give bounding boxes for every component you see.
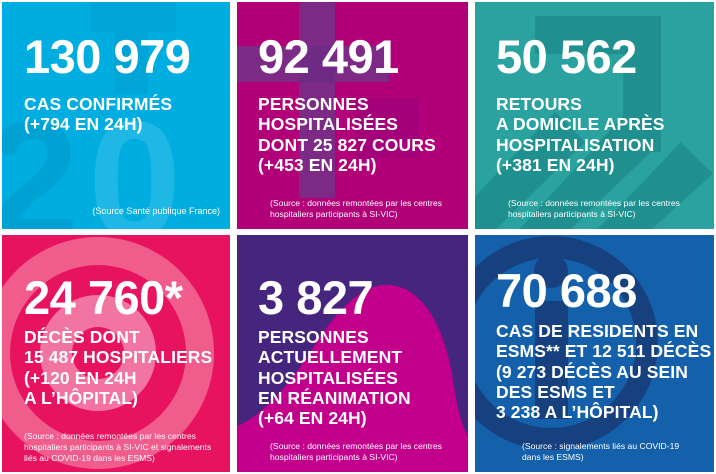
stat-tile-deaths-content: 24 760* DÉCÈS DONT 15 487 HOSPITALIERS (… <box>2 235 230 472</box>
stat-source-cases: (Source Santé publique France) <box>92 206 220 217</box>
stat-label-hospitalised: PERSONNES HOSPITALISÉES DONT 25 827 COUR… <box>258 94 436 175</box>
stat-source-hospitalised: (Source : données remontées par les cent… <box>270 198 442 219</box>
stat-tile-icu-surface: 3 827 PERSONNES ACTUELLEMENT HOSPITALISÉ… <box>237 235 468 472</box>
stat-value-esms: 70 688 <box>496 264 637 317</box>
stat-value-cases: 130 979 <box>24 30 191 83</box>
stat-value-hospitalised: 92 491 <box>258 30 399 83</box>
stat-label-cases: CAS CONFIRMÉS (+794 EN 24H) <box>24 94 173 135</box>
stat-source-esms: (Source : signalements liés au COVID-19 … <box>522 441 680 462</box>
stat-tile-cases-content: 130 979 CAS CONFIRMÉS (+794 EN 24H) (Sou… <box>2 2 230 229</box>
stat-source-returns: (Source : données remontées par les cent… <box>508 198 680 219</box>
stat-label-deaths: DÉCÈS DONT 15 487 HOSPITALIERS (+120 EN … <box>24 327 213 408</box>
stat-tile-cases-surface: 2 0 130 979 CAS CONFIRMÉS (+794 EN 24H) … <box>2 2 230 229</box>
stat-value-returns: 50 562 <box>496 30 637 83</box>
stat-tile-esms-content: 70 688 CAS DE RESIDENTS EN ESMS** ET 12 … <box>475 235 714 472</box>
stat-tile-esms-surface: 70 688 CAS DE RESIDENTS EN ESMS** ET 12 … <box>475 235 714 472</box>
stat-tile-hospitalised-content: 92 491 PERSONNES HOSPITALISÉES DONT 25 8… <box>237 2 468 229</box>
stat-value-deaths: 24 760* <box>24 271 183 324</box>
stat-tile-deaths-surface: 24 760* DÉCÈS DONT 15 487 HOSPITALIERS (… <box>2 235 230 472</box>
stat-tile-returns-surface: 50 562 RETOURS A DOMICILE APRÈS HOSPITAL… <box>475 2 714 229</box>
stat-tile-icu-content: 3 827 PERSONNES ACTUELLEMENT HOSPITALISÉ… <box>237 235 468 472</box>
stat-source-icu: (Source : données remontées par les cent… <box>270 441 442 462</box>
stat-tile-deaths: 24 760* DÉCÈS DONT 15 487 HOSPITALIERS (… <box>0 232 234 474</box>
stat-tile-returns-content: 50 562 RETOURS A DOMICILE APRÈS HOSPITAL… <box>475 2 714 229</box>
stat-value-icu: 3 827 <box>258 271 374 324</box>
stat-label-returns: RETOURS A DOMICILE APRÈS HOSPITALISATION… <box>496 94 665 175</box>
stat-source-deaths: (Source : données remontées par les cent… <box>24 431 212 463</box>
stat-tile-cases: 2 0 130 979 CAS CONFIRMÉS (+794 EN 24H) … <box>0 0 234 232</box>
stat-tile-icu: 3 827 PERSONNES ACTUELLEMENT HOSPITALISÉ… <box>234 232 472 474</box>
stat-label-icu: PERSONNES ACTUELLEMENT HOSPITALISÉES EN … <box>258 327 411 429</box>
stat-label-esms: CAS DE RESIDENTS EN ESMS** ET 12 511 DÉC… <box>496 321 712 423</box>
stat-tile-hospitalised: 92 491 PERSONNES HOSPITALISÉES DONT 25 8… <box>234 0 472 232</box>
stat-tile-hospitalised-surface: 92 491 PERSONNES HOSPITALISÉES DONT 25 8… <box>237 2 468 229</box>
stat-tile-esms: 70 688 CAS DE RESIDENTS EN ESMS** ET 12 … <box>472 232 716 474</box>
stat-tile-returns: 50 562 RETOURS A DOMICILE APRÈS HOSPITAL… <box>472 0 716 232</box>
